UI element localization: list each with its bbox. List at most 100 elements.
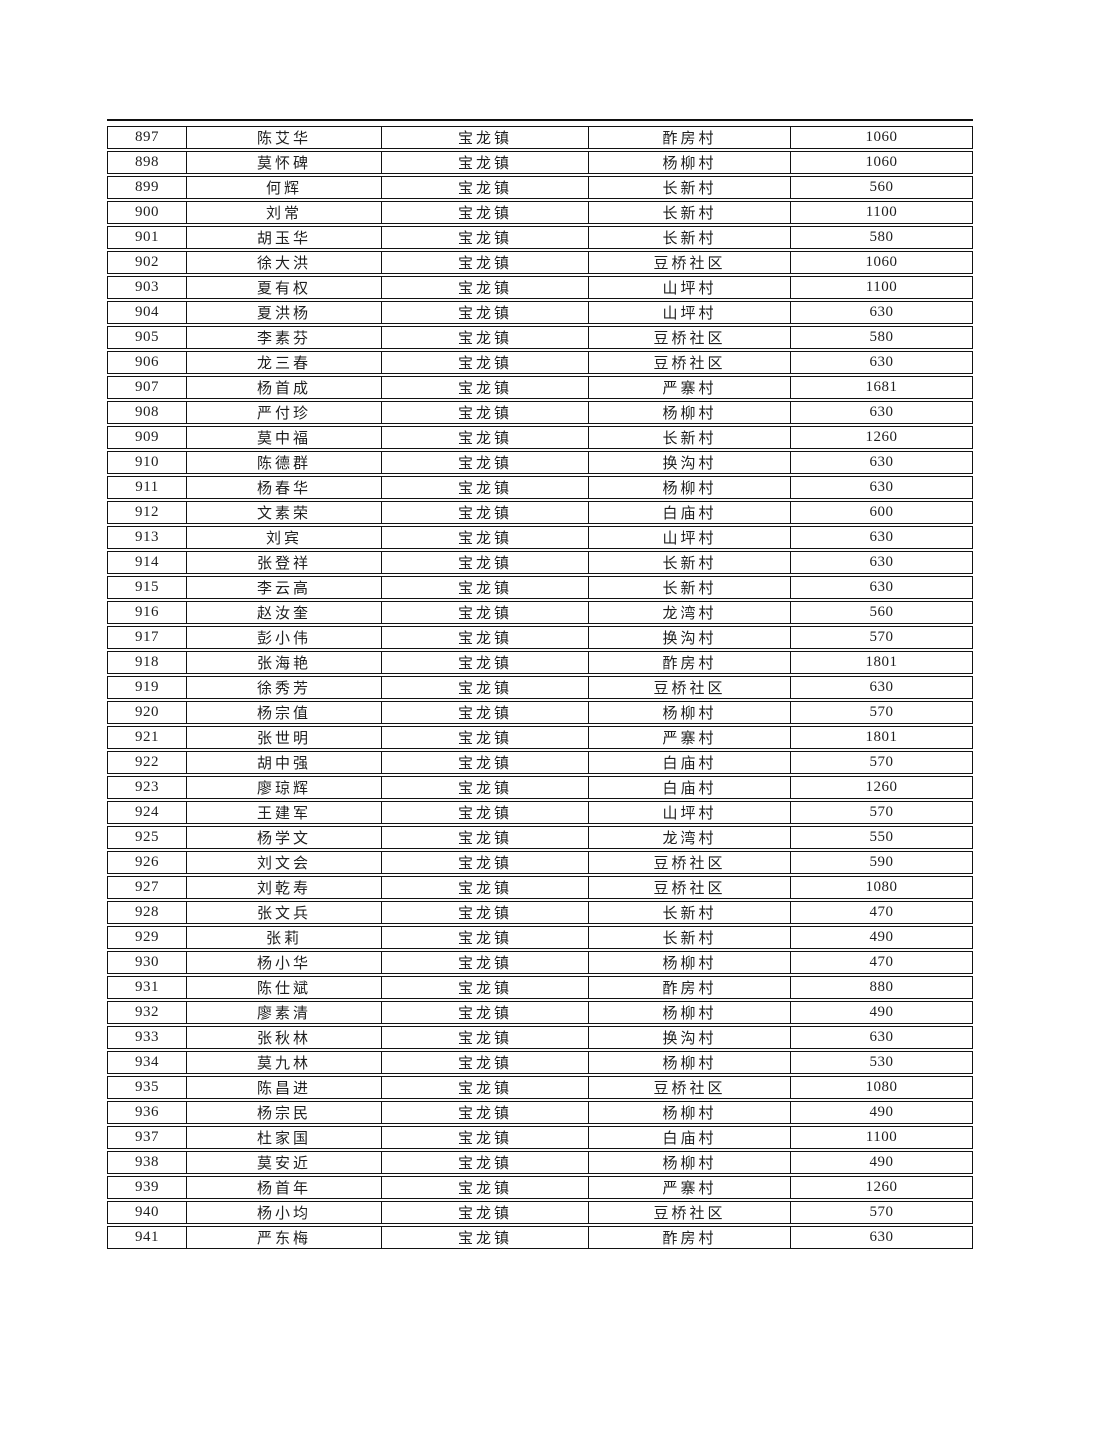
cell-village: 长新村 [589, 551, 791, 574]
cell-village: 杨柳村 [589, 401, 791, 424]
cell-town: 宝龙镇 [382, 1076, 589, 1099]
cell-no: 922 [107, 751, 187, 774]
cell-amount: 1100 [791, 201, 973, 224]
cell-amount: 490 [791, 926, 973, 949]
cell-no: 929 [107, 926, 187, 949]
cell-village: 山坪村 [589, 276, 791, 299]
cell-amount: 530 [791, 1051, 973, 1074]
cell-name: 严东梅 [187, 1226, 382, 1249]
cell-name: 莫九林 [187, 1051, 382, 1074]
cell-no: 936 [107, 1101, 187, 1124]
cell-name: 杨春华 [187, 476, 382, 499]
cell-no: 919 [107, 676, 187, 699]
cell-town: 宝龙镇 [382, 451, 589, 474]
cell-no: 914 [107, 551, 187, 574]
cell-no: 925 [107, 826, 187, 849]
cell-no: 924 [107, 801, 187, 824]
table-row: 929 张莉 宝龙镇 长新村 490 [107, 926, 973, 949]
cell-village: 山坪村 [589, 526, 791, 549]
cell-village: 杨柳村 [589, 1151, 791, 1174]
cell-no: 920 [107, 701, 187, 724]
cell-village: 豆桥社区 [589, 251, 791, 274]
cell-amount: 570 [791, 701, 973, 724]
cell-town: 宝龙镇 [382, 1151, 589, 1174]
cell-village: 龙湾村 [589, 601, 791, 624]
table-row: 939 杨首年 宝龙镇 严寨村 1260 [107, 1176, 973, 1199]
cell-name: 夏有权 [187, 276, 382, 299]
cell-name: 徐大洪 [187, 251, 382, 274]
cell-no: 917 [107, 626, 187, 649]
table-row: 919 徐秀芳 宝龙镇 豆桥社区 630 [107, 676, 973, 699]
cell-name: 严付珍 [187, 401, 382, 424]
table-row: 909 莫中福 宝龙镇 长新村 1260 [107, 426, 973, 449]
cell-town: 宝龙镇 [382, 251, 589, 274]
cell-town: 宝龙镇 [382, 401, 589, 424]
cell-town: 宝龙镇 [382, 551, 589, 574]
cell-amount: 570 [791, 751, 973, 774]
cell-no: 912 [107, 501, 187, 524]
cell-amount: 1060 [791, 151, 973, 174]
table-row: 903 夏有权 宝龙镇 山坪村 1100 [107, 276, 973, 299]
cell-no: 904 [107, 301, 187, 324]
cell-village: 换沟村 [589, 1026, 791, 1049]
cell-town: 宝龙镇 [382, 351, 589, 374]
cell-village: 豆桥社区 [589, 876, 791, 899]
cell-village: 豆桥社区 [589, 1201, 791, 1224]
table-top-partial-border [107, 119, 973, 121]
cell-no: 941 [107, 1226, 187, 1249]
cell-no: 934 [107, 1051, 187, 1074]
cell-no: 907 [107, 376, 187, 399]
table-row: 906 龙三春 宝龙镇 豆桥社区 630 [107, 351, 973, 374]
cell-village: 酢房村 [589, 976, 791, 999]
cell-town: 宝龙镇 [382, 501, 589, 524]
cell-amount: 490 [791, 1001, 973, 1024]
cell-town: 宝龙镇 [382, 201, 589, 224]
cell-name: 陈艾华 [187, 126, 382, 149]
cell-amount: 630 [791, 301, 973, 324]
cell-no: 939 [107, 1176, 187, 1199]
cell-village: 龙湾村 [589, 826, 791, 849]
table-row: 926 刘文会 宝龙镇 豆桥社区 590 [107, 851, 973, 874]
cell-no: 935 [107, 1076, 187, 1099]
cell-amount: 490 [791, 1101, 973, 1124]
cell-amount: 560 [791, 176, 973, 199]
cell-no: 903 [107, 276, 187, 299]
cell-name: 刘宾 [187, 526, 382, 549]
cell-town: 宝龙镇 [382, 326, 589, 349]
table-row: 938 莫安近 宝龙镇 杨柳村 490 [107, 1151, 973, 1174]
table-row: 930 杨小华 宝龙镇 杨柳村 470 [107, 951, 973, 974]
table-row: 914 张登祥 宝龙镇 长新村 630 [107, 551, 973, 574]
cell-no: 926 [107, 851, 187, 874]
cell-amount: 1100 [791, 276, 973, 299]
cell-no: 927 [107, 876, 187, 899]
table-row: 910 陈德群 宝龙镇 换沟村 630 [107, 451, 973, 474]
cell-no: 928 [107, 901, 187, 924]
cell-name: 刘文会 [187, 851, 382, 874]
cell-amount: 550 [791, 826, 973, 849]
roster-table: 897 陈艾华 宝龙镇 酢房村 1060 898 莫怀碑 宝龙镇 杨柳村 1060 899 何辉 宝龙镇… [107, 124, 973, 1251]
cell-town: 宝龙镇 [382, 601, 589, 624]
table-row: 915 李云高 宝龙镇 长新村 630 [107, 576, 973, 599]
cell-village: 长新村 [589, 576, 791, 599]
cell-no: 915 [107, 576, 187, 599]
cell-no: 905 [107, 326, 187, 349]
cell-village: 白庙村 [589, 751, 791, 774]
cell-village: 长新村 [589, 901, 791, 924]
table-row: 911 杨春华 宝龙镇 杨柳村 630 [107, 476, 973, 499]
cell-town: 宝龙镇 [382, 151, 589, 174]
cell-town: 宝龙镇 [382, 951, 589, 974]
cell-amount: 560 [791, 601, 973, 624]
cell-town: 宝龙镇 [382, 676, 589, 699]
cell-village: 酢房村 [589, 1226, 791, 1249]
cell-no: 906 [107, 351, 187, 374]
cell-village: 严寨村 [589, 376, 791, 399]
cell-village: 杨柳村 [589, 151, 791, 174]
cell-name: 廖琼辉 [187, 776, 382, 799]
table-row: 927 刘乾寿 宝龙镇 豆桥社区 1080 [107, 876, 973, 899]
cell-name: 陈德群 [187, 451, 382, 474]
table-row: 934 莫九林 宝龙镇 杨柳村 530 [107, 1051, 973, 1074]
cell-town: 宝龙镇 [382, 1226, 589, 1249]
cell-town: 宝龙镇 [382, 526, 589, 549]
cell-village: 长新村 [589, 226, 791, 249]
cell-name: 杨宗民 [187, 1101, 382, 1124]
